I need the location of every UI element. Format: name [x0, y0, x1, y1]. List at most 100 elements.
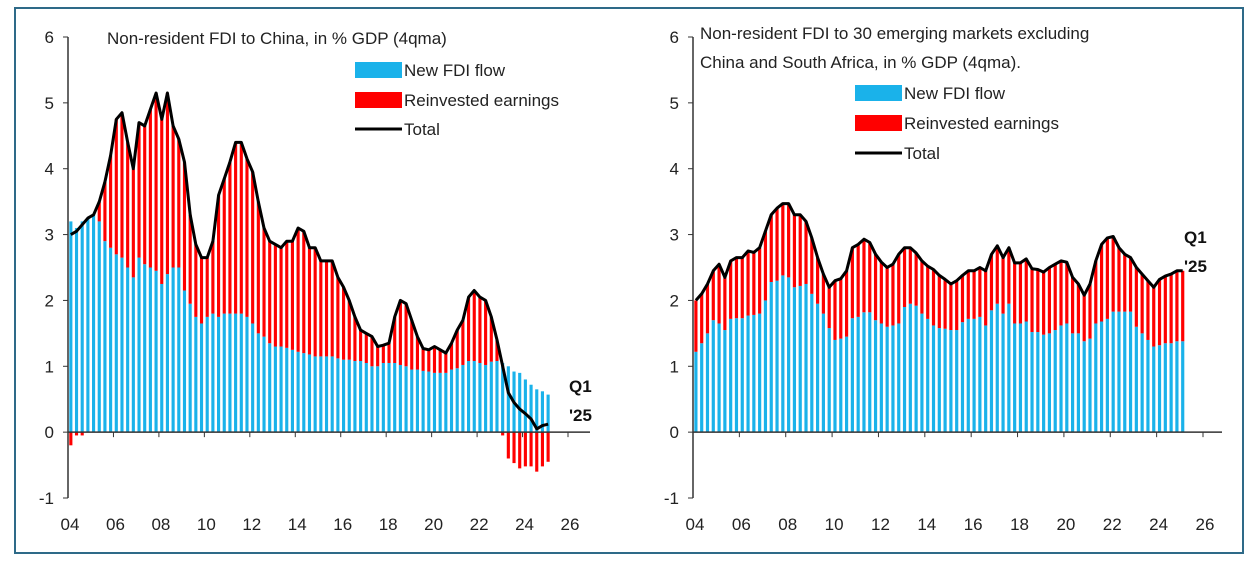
bar-new-fdi	[1076, 333, 1080, 433]
legend: New FDI flow Reinvested earnings Total	[855, 84, 1059, 163]
bar-reinvested	[376, 346, 380, 367]
bar-new-fdi	[427, 371, 431, 433]
bar-reinvested	[740, 257, 744, 319]
legend-label-reinvested: Reinvested earnings	[404, 91, 559, 110]
y-tick-label: 4	[45, 160, 54, 179]
bar-new-fdi	[1053, 330, 1057, 433]
bar-reinvested	[955, 280, 959, 331]
bar-new-fdi	[931, 325, 936, 433]
bar-reinvested	[1042, 272, 1046, 335]
bar-reinvested	[1071, 277, 1075, 334]
bar-new-fdi	[949, 330, 953, 433]
bar-reinvested	[984, 270, 988, 326]
bar-new-fdi	[723, 330, 727, 433]
bar-reinvested	[787, 203, 791, 278]
y-tick-label: -1	[39, 489, 54, 508]
bar-reinvested	[69, 432, 73, 446]
bar-reinvested	[1105, 237, 1109, 319]
bar-new-fdi	[290, 349, 294, 433]
y-tick-label: 2	[45, 291, 54, 310]
bar-new-fdi	[966, 318, 970, 433]
bar-reinvested	[285, 241, 289, 348]
bar-reinvested	[844, 270, 849, 337]
bar-new-fdi	[86, 218, 90, 433]
bar-reinvested	[1123, 254, 1127, 312]
bar-new-fdi	[324, 356, 329, 433]
bar-new-fdi	[885, 326, 889, 433]
bar-new-fdi	[376, 366, 380, 433]
bar-new-fdi	[856, 316, 860, 433]
bar-reinvested	[324, 260, 329, 357]
bar-new-fdi	[1140, 333, 1144, 433]
bar-reinvested	[268, 241, 272, 344]
bar-new-fdi	[279, 346, 283, 433]
bar-reinvested	[279, 247, 283, 347]
bar-new-fdi	[1071, 333, 1075, 433]
x-tick-label: 08	[778, 515, 797, 534]
bar-reinvested	[810, 237, 814, 294]
bar-new-fdi	[1169, 343, 1173, 433]
bar-new-fdi	[444, 372, 448, 433]
bar-reinvested	[746, 251, 750, 316]
bar-reinvested	[165, 92, 169, 275]
bar-reinvested	[891, 264, 895, 326]
bar-new-fdi	[989, 310, 994, 433]
x-tick-label: 04	[686, 515, 705, 534]
bar-new-fdi	[984, 325, 988, 433]
x-tick-label: 26	[561, 515, 580, 534]
bar-new-fdi	[1007, 303, 1011, 433]
bar-new-fdi	[821, 313, 825, 433]
bar-new-fdi	[694, 351, 698, 433]
legend-label-reinvested: Reinvested earnings	[904, 114, 1059, 133]
bar-new-fdi	[120, 257, 124, 433]
bar-new-fdi	[194, 316, 198, 433]
bar-new-fdi	[1123, 311, 1127, 433]
bar-new-fdi	[256, 333, 260, 433]
bar-reinvested	[239, 142, 243, 314]
bar-new-fdi	[495, 361, 499, 433]
bar-reinvested	[251, 172, 255, 324]
bar-reinvested	[1024, 258, 1028, 322]
bar-reinvested	[535, 432, 539, 472]
bar-new-fdi	[729, 318, 733, 433]
bar-new-fdi	[165, 274, 169, 433]
bar-new-fdi	[319, 356, 323, 433]
bar-new-fdi	[1024, 321, 1028, 433]
bar-reinvested	[97, 201, 101, 222]
bar-new-fdi	[109, 247, 113, 433]
bar-reinvested	[421, 348, 425, 371]
bar-reinvested	[972, 270, 976, 319]
bar-new-fdi	[342, 359, 346, 433]
bar-new-fdi	[336, 358, 340, 433]
bar-new-fdi	[1181, 341, 1185, 433]
bar-new-fdi	[302, 353, 306, 433]
bar-new-fdi	[746, 315, 750, 433]
bar-new-fdi	[251, 323, 255, 433]
bar-reinvested	[798, 214, 802, 286]
bar-new-fdi	[398, 364, 402, 433]
bar-new-fdi	[937, 328, 941, 433]
bar-reinvested	[171, 125, 175, 268]
bar-new-fdi	[245, 316, 249, 433]
bar-reinvested	[1146, 280, 1150, 340]
bar-reinvested	[364, 333, 368, 363]
bar-reinvested	[827, 287, 831, 329]
x-tick-label: 14	[288, 515, 307, 534]
y-tick-label: 4	[670, 160, 679, 179]
bar-new-fdi	[217, 316, 221, 433]
bar-reinvested	[262, 227, 266, 337]
bar-new-fdi	[792, 287, 797, 433]
bar-reinvested	[1134, 267, 1138, 327]
bar-new-fdi	[143, 264, 147, 433]
bar-new-fdi	[705, 333, 710, 433]
legend-label-total: Total	[904, 144, 940, 163]
bar-new-fdi	[1099, 321, 1104, 433]
bar-new-fdi	[902, 307, 907, 433]
bar-reinvested	[914, 253, 918, 306]
bar-new-fdi	[763, 300, 768, 433]
bar-new-fdi	[182, 290, 187, 433]
bar-reinvested	[478, 297, 482, 363]
bar-reinvested	[717, 264, 721, 324]
bar-reinvested	[296, 227, 300, 352]
y-tick-label: 3	[670, 226, 679, 245]
